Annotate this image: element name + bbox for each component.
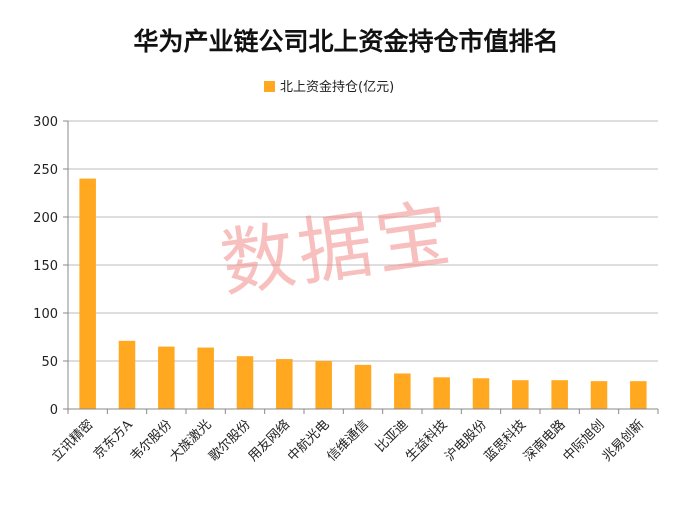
x-tick-label: 深南电路: [520, 417, 568, 465]
bar: [79, 178, 96, 409]
x-tick-label: 歌尔股份: [206, 417, 253, 464]
bar: [197, 347, 214, 409]
bar: [433, 377, 450, 409]
x-tick-label: 生益科技: [403, 417, 450, 464]
y-tick-label: 200: [33, 211, 58, 226]
x-axis: [67, 408, 659, 414]
y-tick-label: 150: [33, 259, 58, 274]
x-tick-label: 大族激光: [166, 417, 214, 465]
legend-label: 北上资金持仓(亿元): [280, 79, 394, 95]
bar: [630, 381, 647, 409]
bar: [354, 364, 372, 409]
y-tick-label: 0: [50, 403, 58, 418]
bar: [118, 340, 136, 409]
x-tick-label: 中际旭创: [560, 417, 607, 464]
chart-title: 华为产业链公司北上资金持仓市值排名: [133, 27, 558, 56]
gridlines: [68, 120, 658, 362]
bar: [512, 380, 529, 409]
legend-swatch: [264, 81, 275, 92]
bar: [551, 380, 568, 409]
x-tick-label: 信维通信: [324, 417, 371, 464]
x-tick-label: 沪电股份: [442, 417, 490, 465]
y-tick-label: 50: [41, 355, 58, 370]
x-tick-label: 立讯精密: [48, 417, 96, 465]
bar: [590, 381, 608, 409]
x-tick-label: 中航光电: [284, 417, 332, 465]
y-tick-label: 300: [33, 115, 58, 130]
bar: [472, 378, 490, 409]
bar: [158, 346, 175, 409]
watermark: 数据宝: [215, 190, 459, 308]
bar: [394, 373, 411, 409]
x-tick-label: 兆易创新: [599, 417, 647, 465]
bar: [315, 361, 332, 409]
x-tick-label: 用友网络: [245, 417, 293, 465]
y-axis-ticks: 0 50 100 150 200 250 300: [33, 115, 69, 418]
x-tick-label: 比亚迪: [373, 417, 411, 455]
bar: [236, 356, 254, 409]
y-tick-label: 250: [33, 163, 58, 178]
bar: [276, 359, 293, 409]
x-tick-label: 蓝思科技: [482, 417, 529, 464]
y-tick-label: 100: [33, 307, 58, 322]
legend: 北上资金持仓(亿元): [264, 79, 394, 95]
bars: [79, 178, 647, 409]
x-tick-label: 韦尔股份: [128, 417, 175, 464]
